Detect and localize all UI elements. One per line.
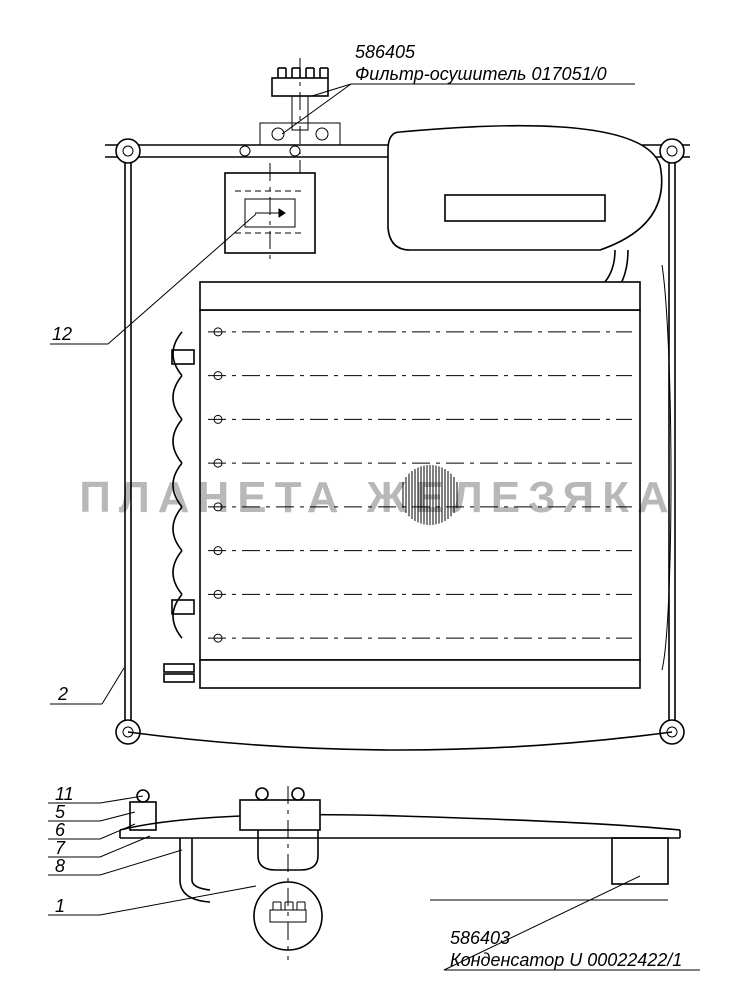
top-view xyxy=(120,786,680,960)
svg-text:1: 1 xyxy=(55,896,65,916)
svg-text:586403: 586403 xyxy=(450,928,510,948)
svg-text:8: 8 xyxy=(55,856,65,876)
svg-text:11: 11 xyxy=(55,784,74,804)
svg-text:5: 5 xyxy=(55,802,66,822)
svg-text:586405: 586405 xyxy=(355,42,416,62)
front-view xyxy=(105,58,690,750)
svg-text:12: 12 xyxy=(52,324,72,344)
engineering-drawing: 586405Фильтр-осушитель 017051/0 586403Кон… xyxy=(0,0,756,995)
svg-text:2: 2 xyxy=(57,684,68,704)
svg-text:Конденсатор U 00022422/1: Конденсатор U 00022422/1 xyxy=(450,950,682,970)
svg-text:7: 7 xyxy=(55,838,66,858)
svg-text:ПЛАНЕТА ЖЕЛЕЗЯКА: ПЛАНЕТА ЖЕЛЕЗЯКА xyxy=(79,473,677,522)
svg-text:Фильтр-осушитель 017051/0: Фильтр-осушитель 017051/0 xyxy=(355,64,607,84)
svg-text:6: 6 xyxy=(55,820,66,840)
watermark: ПЛАНЕТА ЖЕЛЕЗЯКА xyxy=(79,473,677,522)
